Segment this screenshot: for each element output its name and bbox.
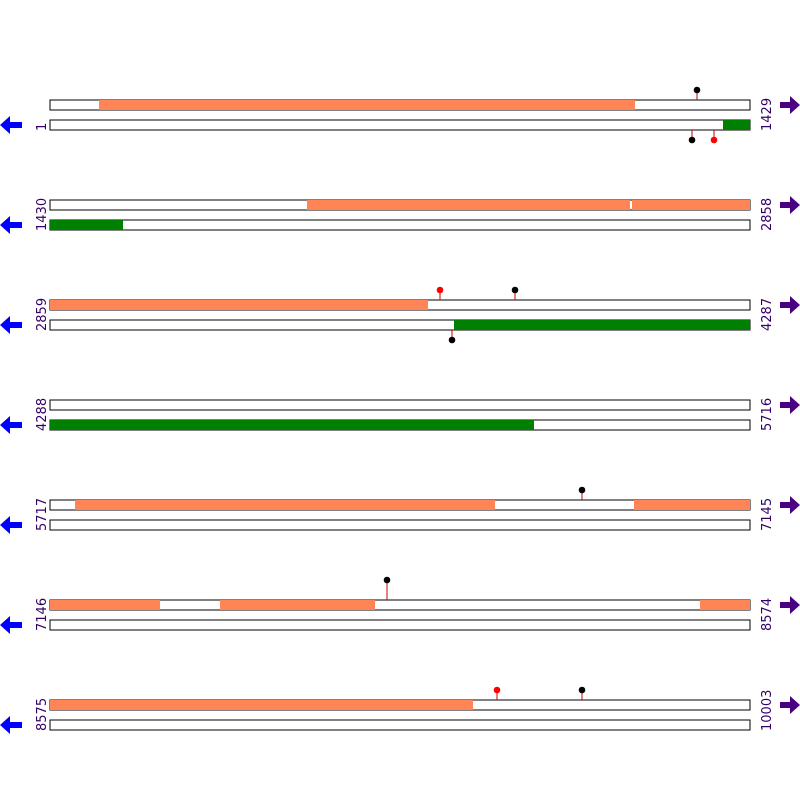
site-marker — [493, 686, 501, 694]
feature-green — [50, 420, 534, 430]
start-label: 1 — [35, 123, 50, 131]
site-marker — [710, 136, 718, 144]
sequence-row: 8575 10003 — [0, 686, 800, 734]
sequence-row: 5717 7145 — [0, 486, 800, 534]
site-marker — [448, 336, 456, 344]
right-arrow — [780, 496, 800, 514]
top-track — [49, 399, 751, 411]
right-arrow — [780, 296, 800, 314]
feature-orange — [75, 500, 495, 510]
start-label: 5717 — [35, 498, 50, 531]
right-arrow — [780, 96, 800, 114]
start-label: 7146 — [35, 598, 50, 631]
site-marker — [383, 576, 391, 584]
right-arrow — [780, 596, 800, 614]
feature-orange — [99, 100, 635, 110]
left-arrow — [0, 616, 22, 634]
right-arrow — [780, 396, 800, 414]
sequence-row: 4288 5716 — [0, 396, 800, 434]
bottom-track — [49, 519, 751, 531]
feature-orange — [220, 600, 375, 610]
feature-orange — [307, 200, 630, 210]
right-arrow — [780, 696, 800, 714]
feature-orange — [50, 300, 428, 310]
feature-green — [454, 320, 750, 330]
sequence-row: 1 1429 — [0, 86, 800, 144]
bottom-track — [49, 619, 751, 631]
start-label: 4288 — [35, 398, 50, 431]
bottom-track — [49, 119, 751, 131]
feature-orange — [700, 600, 750, 610]
end-label: 4287 — [760, 298, 775, 331]
left-arrow — [0, 316, 22, 334]
start-label: 2859 — [35, 298, 50, 331]
end-label: 5716 — [760, 398, 775, 431]
site-marker — [436, 286, 444, 294]
site-marker — [578, 686, 586, 694]
right-arrow — [780, 196, 800, 214]
left-arrow — [0, 216, 22, 234]
left-arrow — [0, 716, 22, 734]
feature-orange — [634, 500, 750, 510]
site-marker — [511, 286, 519, 294]
end-label: 1429 — [760, 98, 775, 131]
left-arrow — [0, 116, 22, 134]
feature-orange — [632, 200, 750, 210]
feature-orange — [50, 600, 160, 610]
end-label: 2858 — [760, 198, 775, 231]
site-marker — [693, 86, 701, 94]
left-arrow — [0, 416, 22, 434]
start-label: 1430 — [35, 198, 50, 231]
sequence-row: 2859 4287 — [0, 286, 800, 344]
sequence-row: 7146 8574 — [0, 576, 800, 634]
bottom-track — [49, 719, 751, 731]
site-marker — [578, 486, 586, 494]
feature-green — [50, 220, 123, 230]
end-label: 8574 — [760, 598, 775, 631]
feature-orange — [50, 700, 473, 710]
bottom-track — [49, 219, 751, 231]
left-arrow — [0, 516, 22, 534]
start-label: 8575 — [35, 698, 50, 731]
end-label: 7145 — [760, 498, 775, 531]
feature-green — [723, 120, 750, 130]
end-label: 10003 — [760, 690, 775, 731]
site-marker — [688, 136, 696, 144]
sequence-row: 1430 2858 — [0, 196, 800, 234]
